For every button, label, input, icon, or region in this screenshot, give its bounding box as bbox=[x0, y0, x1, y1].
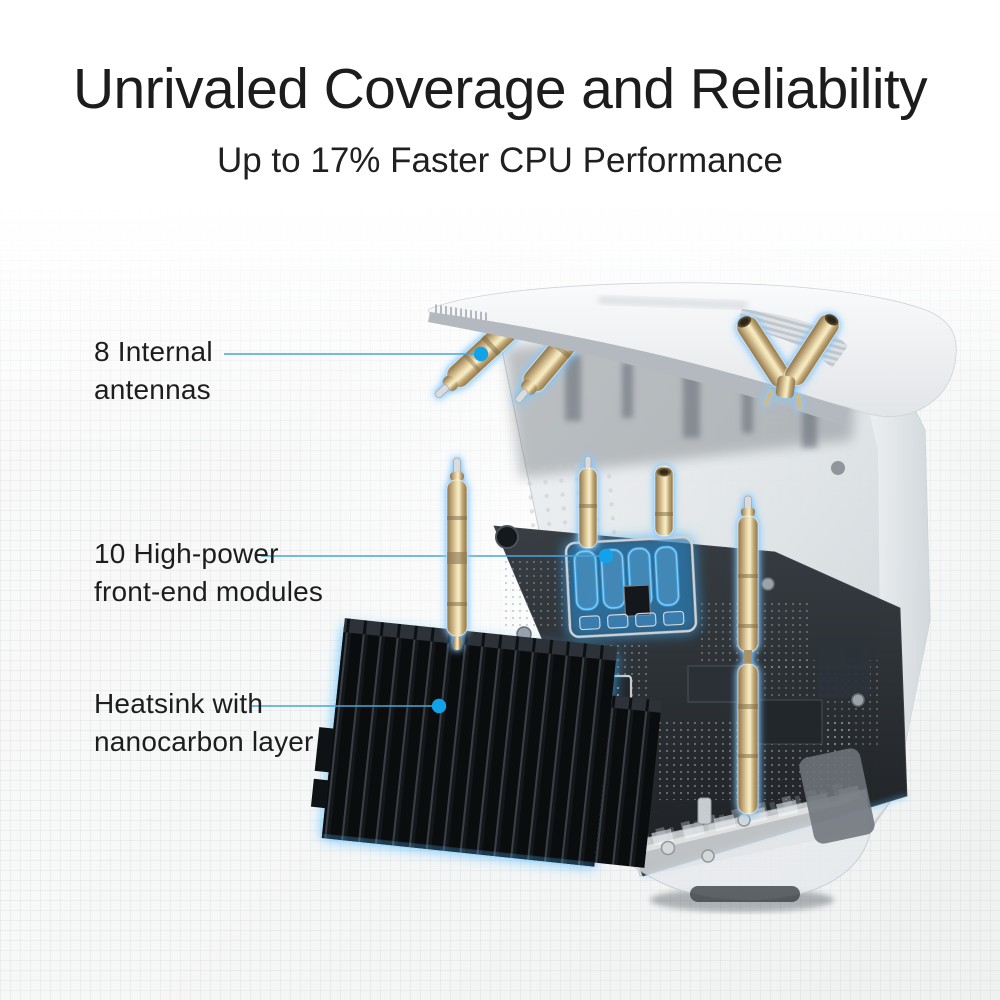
rf-shield bbox=[687, 665, 745, 703]
callout-label-front-end-modules: 10 High-power front-end modules bbox=[94, 538, 324, 607]
mount-hole bbox=[831, 461, 845, 475]
heatsink bbox=[310, 618, 662, 868]
antenna-pin-6 bbox=[654, 465, 674, 537]
fem-cells-small bbox=[579, 610, 685, 631]
callout-dot-heatsink bbox=[431, 698, 447, 714]
callout-dot-front-end-modules bbox=[598, 548, 614, 564]
callout-dot-antennas bbox=[473, 346, 489, 362]
antenna-pin-7 bbox=[737, 495, 759, 815]
antenna-v-pair bbox=[736, 313, 840, 411]
rf-shield bbox=[818, 636, 870, 698]
heatsink-tab bbox=[314, 727, 335, 773]
base-corner-piece bbox=[799, 748, 875, 844]
front-end-modules-highlight bbox=[564, 535, 698, 639]
base-post bbox=[697, 797, 712, 825]
base-foot bbox=[690, 886, 800, 902]
heatsink-tab bbox=[310, 778, 329, 809]
lid-under-edge bbox=[428, 312, 849, 425]
callout-label-internal-antennas: 8 Internal antennas bbox=[94, 336, 213, 405]
page-title: Unrivaled Coverage and Reliability bbox=[72, 57, 928, 121]
callout-lines bbox=[224, 353, 605, 707]
page-subtitle: Up to 17% Faster CPU Performance bbox=[216, 141, 784, 180]
callout-dots bbox=[431, 346, 614, 714]
callout-label-heatsink: Heatsink with nanocarbon layer bbox=[94, 688, 314, 757]
base bbox=[614, 748, 875, 912]
embossed-logo-mark bbox=[598, 295, 748, 310]
heatsink-step bbox=[594, 701, 662, 868]
antenna-pin-5 bbox=[578, 455, 598, 549]
base-screws bbox=[660, 813, 751, 863]
board-hole bbox=[495, 525, 519, 549]
antenna-pin-4 bbox=[446, 457, 468, 650]
rf-shield bbox=[755, 699, 823, 745]
fem-chip bbox=[623, 584, 652, 617]
